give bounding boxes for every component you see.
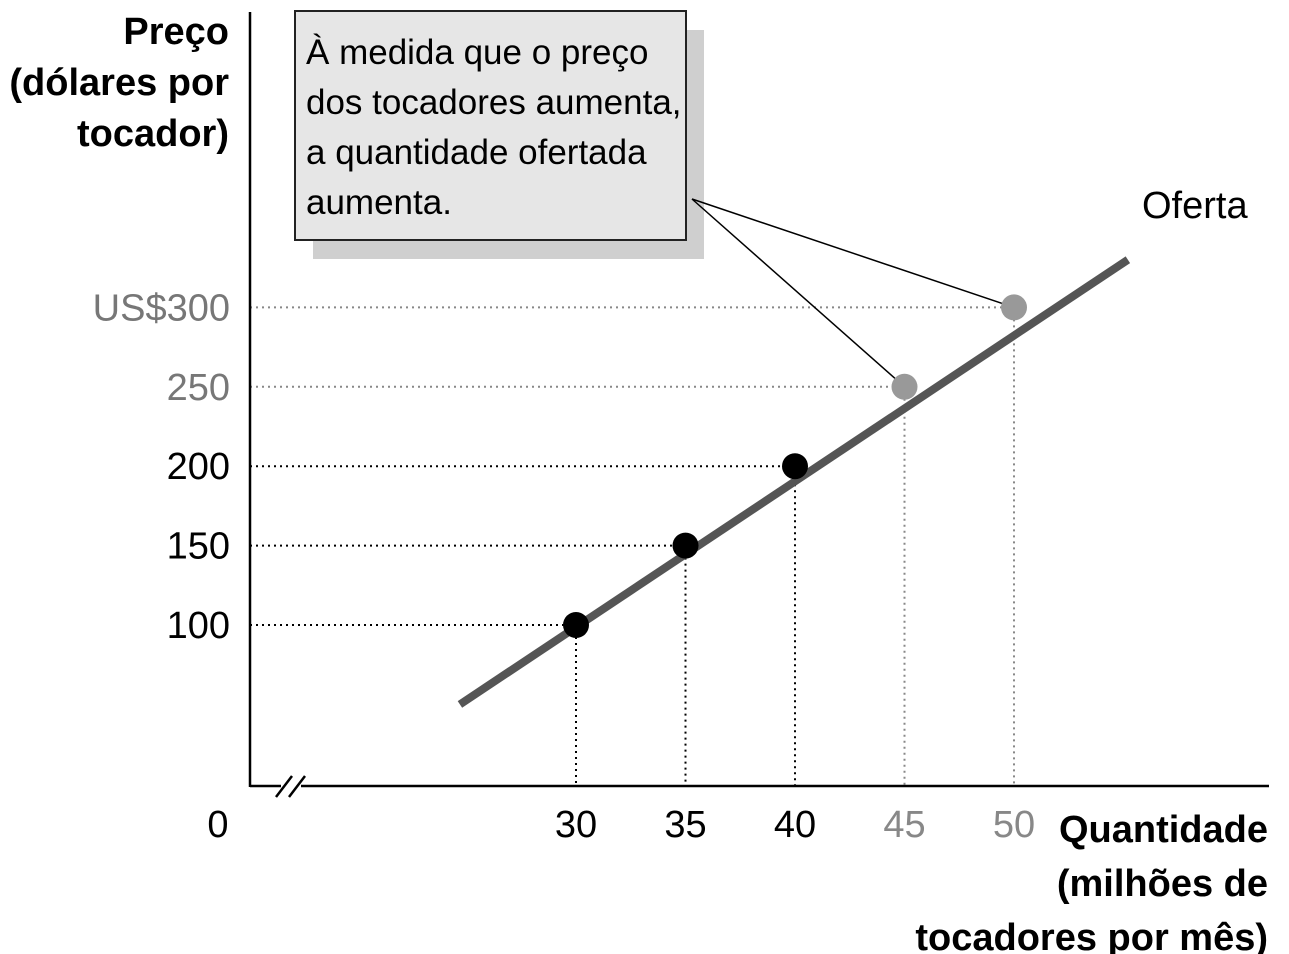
x-axis-title-line: tocadores por mês)	[915, 917, 1268, 954]
y-tick-label: US$300	[93, 287, 230, 329]
callout-text-line: a quantidade ofertada	[306, 133, 647, 172]
x-tick-label: 35	[664, 804, 706, 846]
callout-text-line: aumenta.	[306, 183, 452, 222]
y-tick-label: 150	[167, 526, 230, 568]
series-label-oferta: Oferta	[1142, 185, 1248, 227]
data-point-30	[563, 612, 589, 638]
y-axis-title-line: Preço	[123, 11, 229, 53]
axis-break-mark	[275, 775, 293, 798]
guide-lines	[250, 306, 1015, 786]
axis-break-mark	[288, 775, 306, 798]
axes	[248, 12, 1269, 798]
supply-curve-line	[457, 256, 1131, 708]
x-tick-label: 50	[993, 804, 1035, 846]
labels-group: Oferta 100 150 200 250 US$300 30 35 40 45 50 0 Preço…	[9, 11, 1268, 954]
callout-text-line: À medida que o preço	[306, 33, 648, 72]
y-tick-label: 250	[167, 367, 230, 409]
data-point-45	[891, 373, 918, 400]
callout-box	[294, 10, 687, 241]
x-tick-label: 30	[555, 804, 597, 846]
y-axis-title-line: tocador)	[77, 113, 229, 155]
x-tick-label: 40	[774, 804, 816, 846]
callout-pointer-line	[691, 198, 905, 388]
annotation-callout: À medida que o preço dos tocadores aument…	[294, 10, 1015, 388]
callout-pointer-line	[691, 198, 1015, 309]
data-point-40	[782, 453, 808, 480]
x-axis-title-line: Quantidade	[1059, 809, 1268, 851]
y-tick-label: 100	[167, 605, 230, 647]
series-group	[457, 256, 1131, 708]
x-axis-title-line: (milhões de	[1057, 863, 1268, 905]
callout-text-line: dos tocadores aumenta,	[306, 83, 682, 122]
y-tick-label: 200	[167, 446, 230, 488]
data-point-50	[1001, 294, 1027, 321]
data-point-35	[672, 532, 699, 559]
y-axis-title-line: (dólares por	[9, 62, 229, 104]
x-tick-label: 45	[883, 804, 925, 846]
origin-label: 0	[207, 804, 228, 846]
